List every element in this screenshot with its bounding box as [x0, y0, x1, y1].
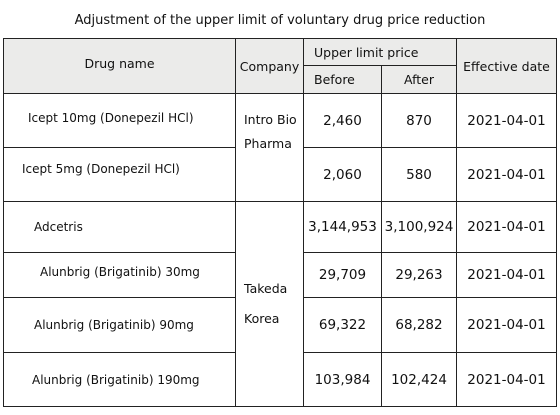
- header-after: After: [381, 65, 457, 94]
- table-row: Alunbrig (Brigatinib) 30mg 29,709 29,263…: [3, 252, 557, 298]
- table-row: Icept 10mg (Donepezil HCl) Intro Bio Pha…: [3, 93, 557, 202]
- before-price-cell: 69,322: [303, 297, 382, 353]
- after-price-cell: 68,282: [381, 297, 457, 353]
- drug-name-cell: Alunbrig (Brigatinib) 90mg: [3, 297, 236, 353]
- drug-name-cell: Adcetris: [3, 201, 236, 253]
- drug-name-cell: Icept 5mg (Donepezil HCl): [3, 147, 236, 202]
- header-upper-limit-price: Upper limit price: [303, 38, 457, 66]
- header-company: Company: [235, 38, 304, 94]
- header-before: Before: [303, 65, 382, 94]
- effective-date-cell: 2021-04-01: [456, 252, 557, 298]
- before-price-cell: 2,060: [303, 147, 382, 202]
- before-price-cell: 3,144,953: [303, 201, 382, 253]
- header-drug-name: Drug name: [3, 38, 236, 94]
- before-price-cell: 2,460: [303, 93, 382, 148]
- price-table: Drug name Company Upper limit price Effe…: [3, 38, 557, 407]
- after-price-cell: 580: [381, 147, 457, 202]
- effective-date-cell: 2021-04-01: [456, 297, 557, 353]
- company-cell-takeda: Takeda Korea: [235, 201, 304, 407]
- table-title: Adjustment of the upper limit of volunta…: [74, 13, 486, 28]
- effective-date-cell: 2021-04-01: [456, 93, 557, 148]
- table-row: Alunbrig (Brigatinib) 190mg 103,984 102,…: [3, 352, 557, 407]
- company-cell-intro: Intro Bio Pharma: [235, 93, 304, 202]
- after-price-cell: 870: [381, 93, 457, 148]
- effective-date-cell: 2021-04-01: [456, 147, 557, 202]
- effective-date-cell: 2021-04-01: [456, 352, 557, 407]
- table-row: Icept 5mg (Donepezil HCl) 2,060 580 2021…: [3, 147, 557, 202]
- drug-name-cell: Icept 10mg (Donepezil HCl): [3, 93, 236, 148]
- effective-date-cell: 2021-04-01: [456, 201, 557, 253]
- after-price-cell: 102,424: [381, 352, 457, 407]
- before-price-cell: 103,984: [303, 352, 382, 407]
- drug-name-cell: Alunbrig (Brigatinib) 30mg: [3, 252, 236, 298]
- drug-name-cell: Alunbrig (Brigatinib) 190mg: [3, 352, 236, 407]
- header-effective-date: Effective date: [456, 38, 557, 94]
- table-row: Adcetris Takeda Korea 3,144,953 3,100,92…: [3, 201, 557, 407]
- after-price-cell: 29,263: [381, 252, 457, 298]
- before-price-cell: 29,709: [303, 252, 382, 298]
- after-price-cell: 3,100,924: [381, 201, 457, 253]
- table-row: Alunbrig (Brigatinib) 90mg 69,322 68,282…: [3, 297, 557, 353]
